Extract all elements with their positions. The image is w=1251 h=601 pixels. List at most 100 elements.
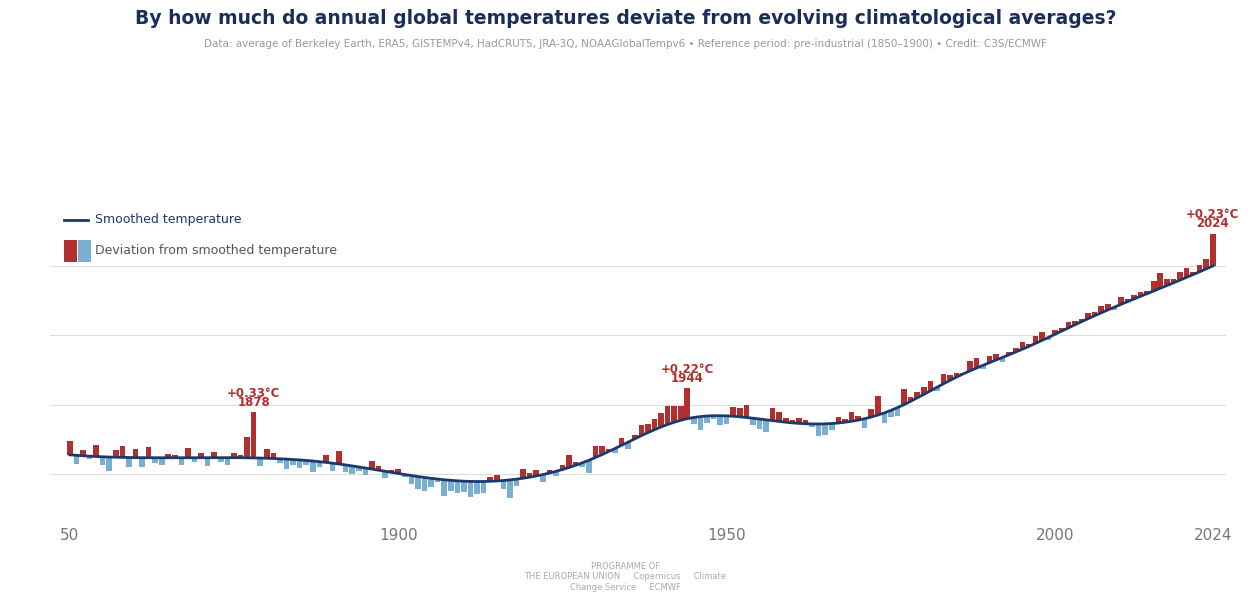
Bar bbox=[579, 463, 585, 467]
Bar bbox=[494, 475, 499, 481]
Bar bbox=[153, 458, 158, 463]
Bar bbox=[402, 475, 408, 477]
Bar bbox=[514, 479, 519, 486]
Bar bbox=[86, 456, 93, 459]
Bar bbox=[480, 481, 487, 493]
FancyBboxPatch shape bbox=[79, 240, 91, 262]
Bar bbox=[777, 412, 782, 421]
Bar bbox=[349, 466, 355, 474]
Bar bbox=[605, 449, 612, 451]
Bar bbox=[1177, 272, 1182, 280]
Bar bbox=[1111, 307, 1117, 310]
Text: Smoothed temperature: Smoothed temperature bbox=[95, 213, 241, 226]
Bar bbox=[185, 448, 191, 457]
Bar bbox=[337, 451, 342, 464]
Bar bbox=[947, 375, 953, 380]
Bar bbox=[941, 374, 946, 384]
Bar bbox=[527, 473, 533, 477]
Bar bbox=[100, 457, 105, 465]
Bar bbox=[547, 470, 552, 473]
Bar bbox=[415, 477, 420, 489]
Bar bbox=[251, 412, 256, 458]
Bar bbox=[619, 438, 624, 445]
Bar bbox=[68, 441, 73, 455]
Bar bbox=[179, 458, 184, 465]
Bar bbox=[763, 420, 769, 432]
Bar bbox=[244, 437, 250, 458]
Bar bbox=[278, 459, 283, 463]
Bar bbox=[743, 405, 749, 418]
Bar bbox=[953, 373, 960, 377]
Bar bbox=[1078, 319, 1085, 322]
Bar bbox=[967, 361, 972, 371]
Bar bbox=[520, 469, 525, 478]
Bar bbox=[94, 445, 99, 457]
Bar bbox=[323, 456, 329, 462]
Bar bbox=[540, 475, 545, 481]
Bar bbox=[973, 358, 980, 368]
Bar bbox=[1000, 358, 1006, 362]
Bar bbox=[678, 406, 683, 420]
Bar bbox=[146, 447, 151, 458]
Bar bbox=[632, 435, 638, 439]
Bar bbox=[874, 395, 881, 415]
Bar bbox=[428, 478, 434, 487]
Bar bbox=[684, 388, 691, 419]
Bar bbox=[894, 407, 901, 416]
Bar bbox=[462, 481, 467, 492]
Bar bbox=[914, 392, 919, 398]
Bar bbox=[789, 420, 796, 423]
Bar bbox=[422, 477, 428, 492]
Bar bbox=[691, 418, 697, 424]
Bar bbox=[238, 455, 244, 458]
Bar bbox=[731, 406, 736, 416]
Bar bbox=[1066, 322, 1071, 328]
Bar bbox=[173, 455, 178, 458]
Bar bbox=[500, 481, 507, 489]
Bar bbox=[310, 461, 315, 472]
Bar bbox=[626, 442, 631, 449]
Bar bbox=[1171, 279, 1176, 283]
Bar bbox=[435, 479, 440, 482]
Bar bbox=[829, 424, 834, 430]
Bar bbox=[1157, 273, 1163, 288]
Bar bbox=[454, 481, 460, 493]
Bar bbox=[704, 416, 709, 423]
Bar bbox=[934, 387, 940, 391]
Bar bbox=[1085, 313, 1091, 319]
Bar bbox=[1183, 267, 1190, 278]
Bar bbox=[80, 450, 85, 456]
Bar bbox=[658, 413, 664, 427]
Bar bbox=[218, 457, 224, 462]
Bar bbox=[1191, 272, 1196, 275]
Bar bbox=[1137, 292, 1143, 296]
Bar bbox=[1026, 344, 1032, 346]
Bar bbox=[664, 406, 671, 424]
Bar bbox=[1125, 299, 1130, 302]
Bar bbox=[1020, 343, 1025, 349]
Text: +0.22°C: +0.22°C bbox=[661, 362, 714, 376]
Bar bbox=[862, 419, 867, 429]
Bar bbox=[317, 462, 323, 467]
Bar bbox=[711, 416, 717, 418]
Bar bbox=[264, 448, 270, 458]
Bar bbox=[751, 418, 756, 425]
Bar bbox=[120, 447, 125, 457]
Bar bbox=[1131, 294, 1137, 299]
Bar bbox=[133, 450, 138, 457]
Bar bbox=[199, 453, 204, 457]
Bar bbox=[1006, 352, 1012, 355]
Bar bbox=[842, 419, 848, 423]
Bar bbox=[1165, 279, 1170, 285]
Text: Data: average of Berkeley Earth, ERA5, GISTEMPv4, HadCRUT5, JRA-3Q, NOAAGlobalTe: Data: average of Berkeley Earth, ERA5, G… bbox=[204, 39, 1047, 49]
Text: By how much do annual global temperatures deviate from evolving climatological a: By how much do annual global temperature… bbox=[135, 9, 1116, 28]
Bar bbox=[448, 480, 454, 492]
Bar bbox=[1032, 337, 1038, 343]
Bar bbox=[474, 481, 480, 494]
Bar bbox=[848, 412, 854, 421]
Bar bbox=[1197, 265, 1202, 272]
Bar bbox=[573, 463, 578, 465]
Bar bbox=[330, 463, 335, 471]
Bar bbox=[567, 455, 572, 468]
Bar bbox=[409, 475, 414, 484]
